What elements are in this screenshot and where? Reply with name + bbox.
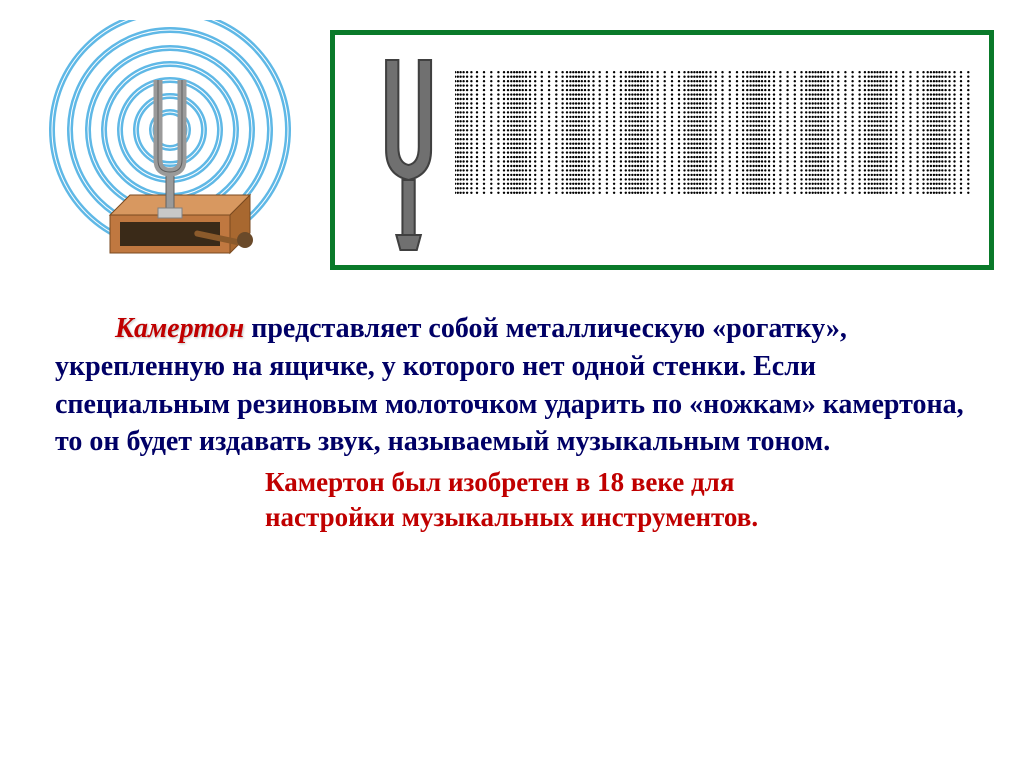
sub-paragraph: Камертон был изобретен в 18 веке для нас… — [55, 461, 969, 535]
wave-diagram-box — [330, 30, 994, 270]
figure-row — [0, 0, 1024, 290]
text-block: Камертон представляет собой металлическу… — [0, 290, 1024, 545]
longitudinal-wave-dots — [455, 70, 974, 195]
waves-svg — [40, 20, 300, 280]
tuning-fork-waves-illustration — [40, 20, 300, 280]
sub-line-2: настройки музыкальных инструментов. — [265, 502, 758, 532]
resonance-box-icon — [110, 195, 253, 253]
sub-line-1: Камертон был изобретен в 18 веке для — [265, 467, 734, 497]
main-paragraph: Камертон представляет собой металлическу… — [55, 310, 969, 461]
term-kamerton: Камертон — [55, 313, 244, 344]
fork-silhouette-icon — [386, 60, 431, 250]
